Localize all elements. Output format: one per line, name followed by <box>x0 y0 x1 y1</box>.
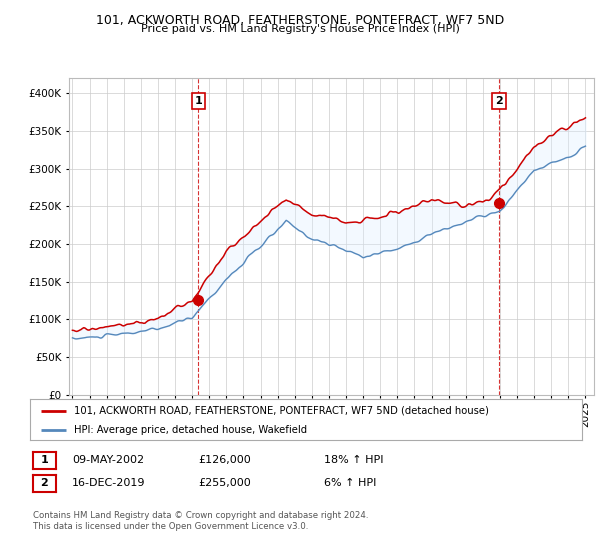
Text: 1: 1 <box>194 96 202 106</box>
Text: £255,000: £255,000 <box>198 478 251 488</box>
Text: 2: 2 <box>495 96 503 106</box>
Text: 09-MAY-2002: 09-MAY-2002 <box>72 455 144 465</box>
Text: 101, ACKWORTH ROAD, FEATHERSTONE, PONTEFRACT, WF7 5ND: 101, ACKWORTH ROAD, FEATHERSTONE, PONTEF… <box>96 14 504 27</box>
Text: 101, ACKWORTH ROAD, FEATHERSTONE, PONTEFRACT, WF7 5ND (detached house): 101, ACKWORTH ROAD, FEATHERSTONE, PONTEF… <box>74 405 489 416</box>
Text: 16-DEC-2019: 16-DEC-2019 <box>72 478 146 488</box>
Text: This data is licensed under the Open Government Licence v3.0.: This data is licensed under the Open Gov… <box>33 522 308 531</box>
Text: 2: 2 <box>41 478 48 488</box>
Text: Contains HM Land Registry data © Crown copyright and database right 2024.: Contains HM Land Registry data © Crown c… <box>33 511 368 520</box>
Text: 18% ↑ HPI: 18% ↑ HPI <box>324 455 383 465</box>
Text: Price paid vs. HM Land Registry's House Price Index (HPI): Price paid vs. HM Land Registry's House … <box>140 24 460 34</box>
Text: HPI: Average price, detached house, Wakefield: HPI: Average price, detached house, Wake… <box>74 424 307 435</box>
Text: £126,000: £126,000 <box>198 455 251 465</box>
Text: 1: 1 <box>41 455 48 465</box>
Text: 6% ↑ HPI: 6% ↑ HPI <box>324 478 376 488</box>
